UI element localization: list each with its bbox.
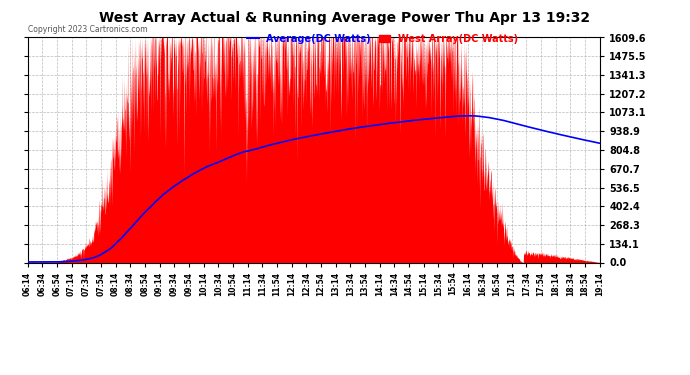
Text: West Array Actual & Running Average Power Thu Apr 13 19:32: West Array Actual & Running Average Powe… — [99, 11, 591, 25]
Text: Copyright 2023 Cartronics.com: Copyright 2023 Cartronics.com — [28, 25, 147, 34]
Legend: Average(DC Watts), West Array(DC Watts): Average(DC Watts), West Array(DC Watts) — [243, 30, 522, 48]
